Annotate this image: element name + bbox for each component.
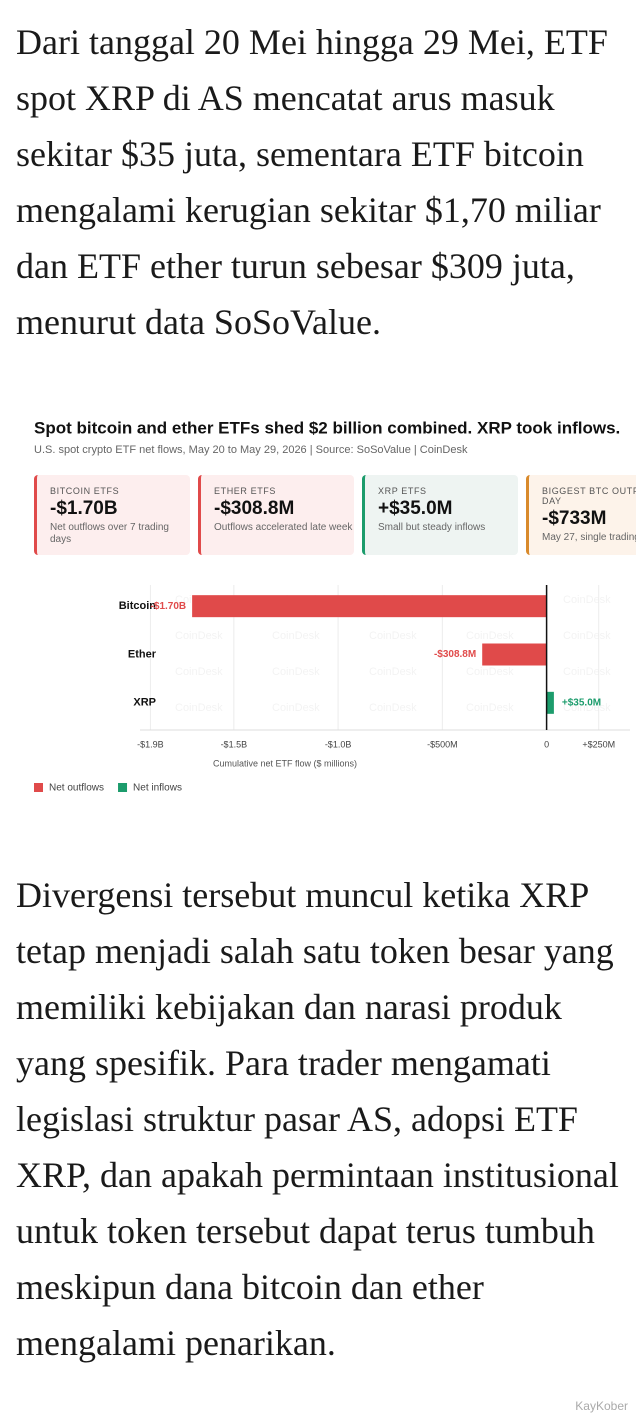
category-label: Ether bbox=[128, 648, 157, 660]
x-tick-label: -$1.0B bbox=[325, 739, 352, 749]
x-axis-label: Cumulative net ETF flow ($ millions) bbox=[213, 758, 357, 768]
card-value: -$1.70B bbox=[50, 498, 118, 519]
bar bbox=[546, 691, 554, 714]
chart-title: Spot bitcoin and ether ETFs shed $2 bill… bbox=[34, 418, 620, 437]
category-label: Bitcoin bbox=[119, 600, 157, 612]
card-note: Net outflows over 7 trading days bbox=[50, 522, 169, 545]
watermark: CoinDesk bbox=[563, 666, 611, 678]
text-line: Dari tanggal 20 Mei hingga 29 Mei, ETF bbox=[16, 22, 608, 62]
text-line: XRP, dan apakah permintaan institusional bbox=[16, 1155, 619, 1195]
bar bbox=[192, 595, 547, 618]
stat-card: ETHER ETFS -$308.8M Outflows accelerated… bbox=[198, 475, 354, 555]
card-label: ETHER ETFS bbox=[214, 486, 277, 496]
text-line: menurut data SoSoValue. bbox=[16, 302, 381, 342]
watermark: CoinDesk bbox=[175, 630, 223, 642]
text-line: yang spesifik. Para trader mengamati bbox=[16, 1043, 551, 1083]
watermark: CoinDesk bbox=[466, 630, 514, 642]
text-line: memiliki kebijakan dan narasi produk bbox=[16, 987, 562, 1027]
chart: Spot bitcoin and ether ETFs shed $2 bill… bbox=[34, 418, 630, 794]
text-line: tetap menjadi salah satu token besar yan… bbox=[16, 931, 614, 971]
x-tick-label: -$1.9B bbox=[137, 739, 164, 749]
data-label: -$308.8M bbox=[434, 649, 476, 660]
bar bbox=[482, 643, 547, 666]
text-line: meskipun dana bitcoin dan ether bbox=[16, 1267, 484, 1307]
card-label: BIGGEST BTC OUTFLOW DAY bbox=[542, 486, 636, 506]
legend-label: Net inflows bbox=[133, 783, 182, 794]
chart-subtitle: U.S. spot crypto ETF net flows, May 20 t… bbox=[34, 444, 468, 456]
card-label: BITCOIN ETFS bbox=[50, 486, 120, 496]
watermark: CoinDesk bbox=[369, 666, 417, 678]
stat-card: BITCOIN ETFS -$1.70B Net outflows over 7… bbox=[34, 475, 190, 555]
stat-card: BIGGEST BTC OUTFLOW DAY -$733M May 27, s… bbox=[526, 475, 636, 555]
chart-embed: Spot bitcoin and ether ETFs shed $2 bill… bbox=[0, 410, 636, 810]
card-note: Outflows accelerated late week bbox=[214, 522, 353, 533]
card-note: May 27, single trading day bbox=[542, 532, 636, 543]
text-line: spot XRP di AS mencatat arus masuk bbox=[16, 78, 555, 118]
legend-label: Net outflows bbox=[49, 783, 104, 794]
watermark: CoinDesk bbox=[466, 666, 514, 678]
text-line: dan ETF ether turun sebesar $309 juta, bbox=[16, 246, 575, 286]
paragraph: Divergensi tersebut muncul ketika XRP te… bbox=[16, 867, 636, 1371]
x-tick-label: +$250M bbox=[582, 739, 615, 749]
x-tick-label: -$500M bbox=[427, 739, 458, 749]
watermark: CoinDesk bbox=[369, 702, 417, 714]
stat-card: XRP ETFS +$35.0M Small but steady inflow… bbox=[362, 475, 518, 555]
text-line: mengalami penarikan. bbox=[16, 1323, 336, 1363]
text-line: untuk token tersebut dapat terus tumbuh bbox=[16, 1211, 595, 1251]
x-tick-label: -$1.5B bbox=[221, 739, 248, 749]
watermark: CoinDesk bbox=[175, 666, 223, 678]
watermark: CoinDesk bbox=[466, 702, 514, 714]
paragraph: Dari tanggal 20 Mei hingga 29 Mei, ETF s… bbox=[16, 14, 636, 350]
watermark: CoinDesk bbox=[272, 630, 320, 642]
card-value: +$35.0M bbox=[378, 498, 453, 519]
watermark: CoinDesk bbox=[563, 594, 611, 606]
data-label: -$1.70B bbox=[151, 601, 187, 612]
text-line: mengalami kerugian sekitar $1,70 miliar bbox=[16, 190, 601, 230]
card-value: -$308.8M bbox=[214, 498, 295, 519]
card-label: XRP ETFS bbox=[378, 486, 427, 496]
watermark: CoinDesk bbox=[175, 702, 223, 714]
watermark: KayKober bbox=[575, 1399, 628, 1413]
text-line: Divergensi tersebut muncul ketika XRP bbox=[16, 875, 590, 915]
watermark: CoinDesk bbox=[272, 666, 320, 678]
card-note: Small but steady inflows bbox=[378, 522, 486, 533]
card-value: -$733M bbox=[542, 508, 607, 529]
category-label: XRP bbox=[133, 697, 156, 709]
legend-swatch bbox=[34, 783, 43, 792]
x-tick-label: 0 bbox=[544, 739, 549, 749]
text-line: sekitar $35 juta, sementara ETF bitcoin bbox=[16, 134, 584, 174]
watermark: CoinDesk bbox=[563, 630, 611, 642]
watermark: CoinDesk bbox=[369, 630, 417, 642]
legend-swatch bbox=[118, 783, 128, 792]
watermark: CoinDesk bbox=[272, 702, 320, 714]
data-label: +$35.0M bbox=[562, 697, 601, 708]
text-line: legislasi struktur pasar AS, adopsi ETF bbox=[16, 1099, 578, 1139]
